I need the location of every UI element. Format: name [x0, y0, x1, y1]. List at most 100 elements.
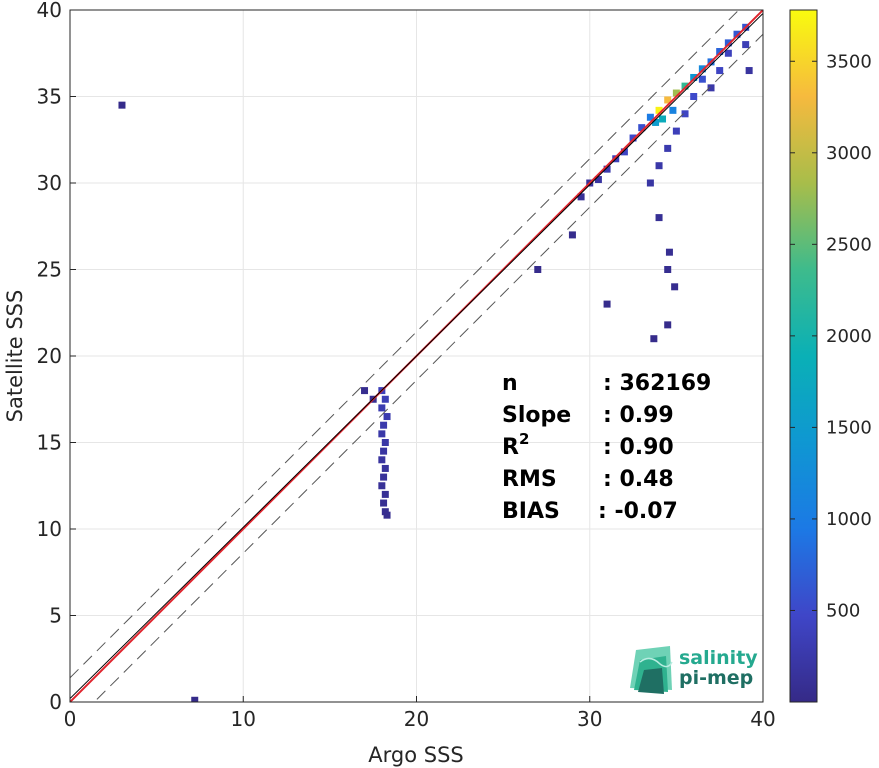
x-tick-label: 0 [64, 707, 77, 731]
lower-bound-line [93, 33, 763, 702]
density-cell [361, 387, 369, 395]
density-cell [381, 490, 389, 498]
density-cell [655, 106, 663, 114]
density-cell [378, 430, 386, 438]
density-cell [380, 499, 388, 507]
y-tick-label: 20 [37, 344, 62, 368]
stat-label: Slope [502, 403, 571, 428]
density-cell [383, 511, 391, 519]
density-cell [638, 124, 646, 132]
x-axis-label: Argo SSS [368, 743, 463, 767]
density-cell [724, 49, 732, 57]
logo-mark-icon [630, 646, 673, 694]
density-cell [380, 447, 388, 455]
density-cell [745, 67, 753, 75]
density-cell [664, 144, 672, 152]
density-cell [603, 300, 611, 308]
density-cell [672, 127, 680, 135]
density-cell [671, 283, 679, 291]
stat-label: n [502, 371, 518, 396]
upper-bound-line [70, 10, 740, 679]
stat-value: : 0.48 [603, 467, 674, 492]
density-cell [577, 193, 585, 201]
salinity-pi-mep-logo: salinity pi-mep [630, 646, 758, 694]
stat-label: RMS [502, 467, 557, 492]
y-axis-label: Satellite SSS [3, 290, 27, 423]
density-cell [716, 48, 724, 56]
colorbar-tick-label: 2000 [826, 326, 872, 347]
x-tick-label: 40 [750, 707, 775, 731]
colorbar-tick-label: 3500 [826, 51, 872, 72]
y-axis-ticks: 0 5 10 15 20 25 30 35 40 [37, 0, 76, 714]
y-tick-label: 25 [37, 258, 62, 282]
density-cell [629, 134, 637, 142]
x-tick-label: 30 [577, 707, 602, 731]
y-tick-label: 40 [37, 0, 62, 22]
colorbar-tick-label: 2500 [826, 234, 872, 255]
colorbar-tick-label: 1000 [826, 509, 872, 530]
density-cell [742, 41, 750, 49]
density-cells [118, 23, 753, 702]
x-axis-ticks: 0 10 20 30 40 [64, 696, 776, 731]
logo-line2: pi-mep [679, 667, 753, 689]
density-cell [652, 118, 660, 126]
density-cell [690, 93, 698, 100]
colorbar-tick-label: 3000 [826, 143, 872, 164]
density-cell [672, 89, 680, 97]
density-cell [534, 266, 542, 273]
y-tick-label: 5 [49, 604, 62, 628]
colorbar-gradient [789, 9, 818, 703]
y-tick-label: 15 [37, 431, 62, 455]
x-tick-label: 20 [404, 707, 429, 731]
density-cell [664, 96, 672, 104]
density-cell [716, 67, 724, 75]
stat-label: BIAS [502, 499, 560, 524]
y-tick-label: 10 [37, 517, 62, 541]
density-cell [659, 115, 667, 123]
density-cell [381, 464, 389, 472]
density-cell [380, 473, 388, 481]
density-cell [681, 82, 689, 90]
density-cell [733, 30, 741, 38]
density-cell [191, 696, 199, 702]
density-cell [681, 110, 689, 118]
density-cell [664, 266, 672, 273]
density-cell [118, 101, 126, 109]
density-cell [655, 162, 663, 170]
stat-value: : 0.90 [603, 435, 674, 460]
density-cell [381, 395, 389, 403]
stat-value: : 0.99 [603, 403, 674, 428]
density-cell [646, 179, 654, 187]
density-cell [381, 439, 389, 446]
density-cell [383, 413, 391, 421]
colorbar-tick-label: 500 [826, 600, 860, 621]
y-tick-label: 35 [37, 85, 62, 109]
density-cell [690, 73, 698, 81]
density-cell [650, 335, 658, 343]
density-cell [620, 148, 628, 156]
stat-value: : -0.07 [598, 499, 678, 524]
density-cell [378, 456, 386, 464]
density-cell [603, 165, 611, 173]
density-cell [707, 84, 715, 92]
density-cell [594, 176, 602, 184]
y-tick-label: 0 [49, 690, 62, 714]
density-cell [378, 482, 386, 490]
density-cell [568, 231, 576, 239]
stat-value: : 362169 [603, 371, 711, 396]
density-cell [724, 39, 732, 47]
density-cell [669, 106, 677, 114]
density-cell [380, 421, 388, 429]
density-cell [655, 214, 663, 222]
density-cell [378, 404, 386, 412]
logo-line1: salinity [679, 647, 758, 669]
density-cell [698, 75, 706, 83]
stat-superscript: 2 [519, 430, 529, 448]
density-cell [698, 65, 706, 73]
density-cell [664, 321, 672, 329]
density-cell [665, 248, 673, 256]
x-tick-label: 10 [231, 707, 256, 731]
density-cell [646, 113, 654, 121]
